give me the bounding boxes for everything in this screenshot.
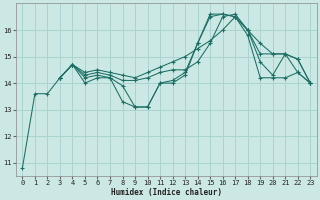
X-axis label: Humidex (Indice chaleur): Humidex (Indice chaleur) <box>111 188 222 197</box>
